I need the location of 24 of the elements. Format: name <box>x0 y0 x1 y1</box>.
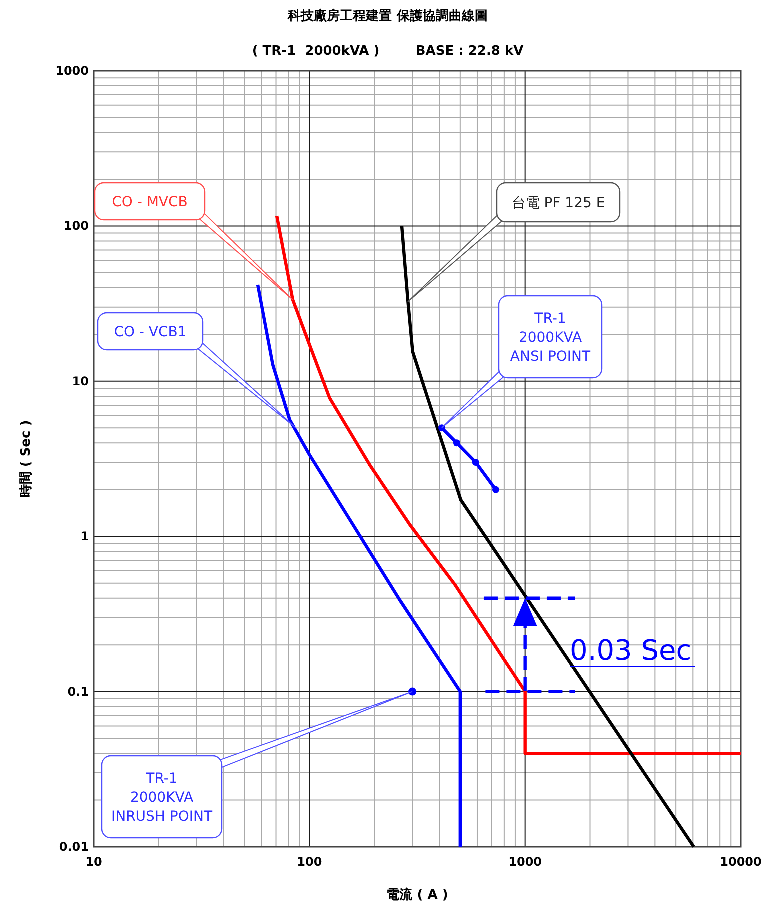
annotation: CO - VCB1 <box>114 324 187 340</box>
y-axis-title: 時間 ( Sec ) <box>19 420 34 498</box>
y-tick-label: 100 <box>64 219 89 234</box>
callout: CO - MVCB <box>94 182 294 300</box>
annotation: CO - MVCB <box>112 194 188 210</box>
chart-title: 科技廠房工程建置 保護協調曲線圖 <box>287 8 488 24</box>
x-tick-label: 10000 <box>720 855 762 869</box>
y-tick-label: 1 <box>80 530 89 544</box>
callout: CO - VCB1 <box>97 312 296 428</box>
callout: TR-1 2000KVA INRUSH POINT <box>101 691 414 839</box>
callout: TR-1 2000KVA ANSI POINT <box>442 295 603 428</box>
annotation: 台電 PF 125 E <box>512 196 606 212</box>
x-tick-label: 100 <box>297 855 322 869</box>
annotation: 0.03 Sec <box>570 634 692 667</box>
y-tick-label: 0.1 <box>68 684 89 699</box>
y-tick-label: 0.01 <box>59 840 89 854</box>
annotation: TR-1 2000KVA INRUSH POINT <box>111 771 213 825</box>
annotation: TR-1 2000KVA ANSI POINT <box>510 311 592 365</box>
y-tick-label: 10 <box>72 374 89 388</box>
y-tick-label: 1000 <box>56 64 89 78</box>
x-tick-label: 10 <box>86 855 102 869</box>
chart-subtitle: ( TR-1 2000kVA ) BASE : 22.8 kV <box>252 44 524 59</box>
x-tick-label: 1000 <box>508 855 542 869</box>
x-axis-title: 電流 ( A ) <box>386 887 448 903</box>
